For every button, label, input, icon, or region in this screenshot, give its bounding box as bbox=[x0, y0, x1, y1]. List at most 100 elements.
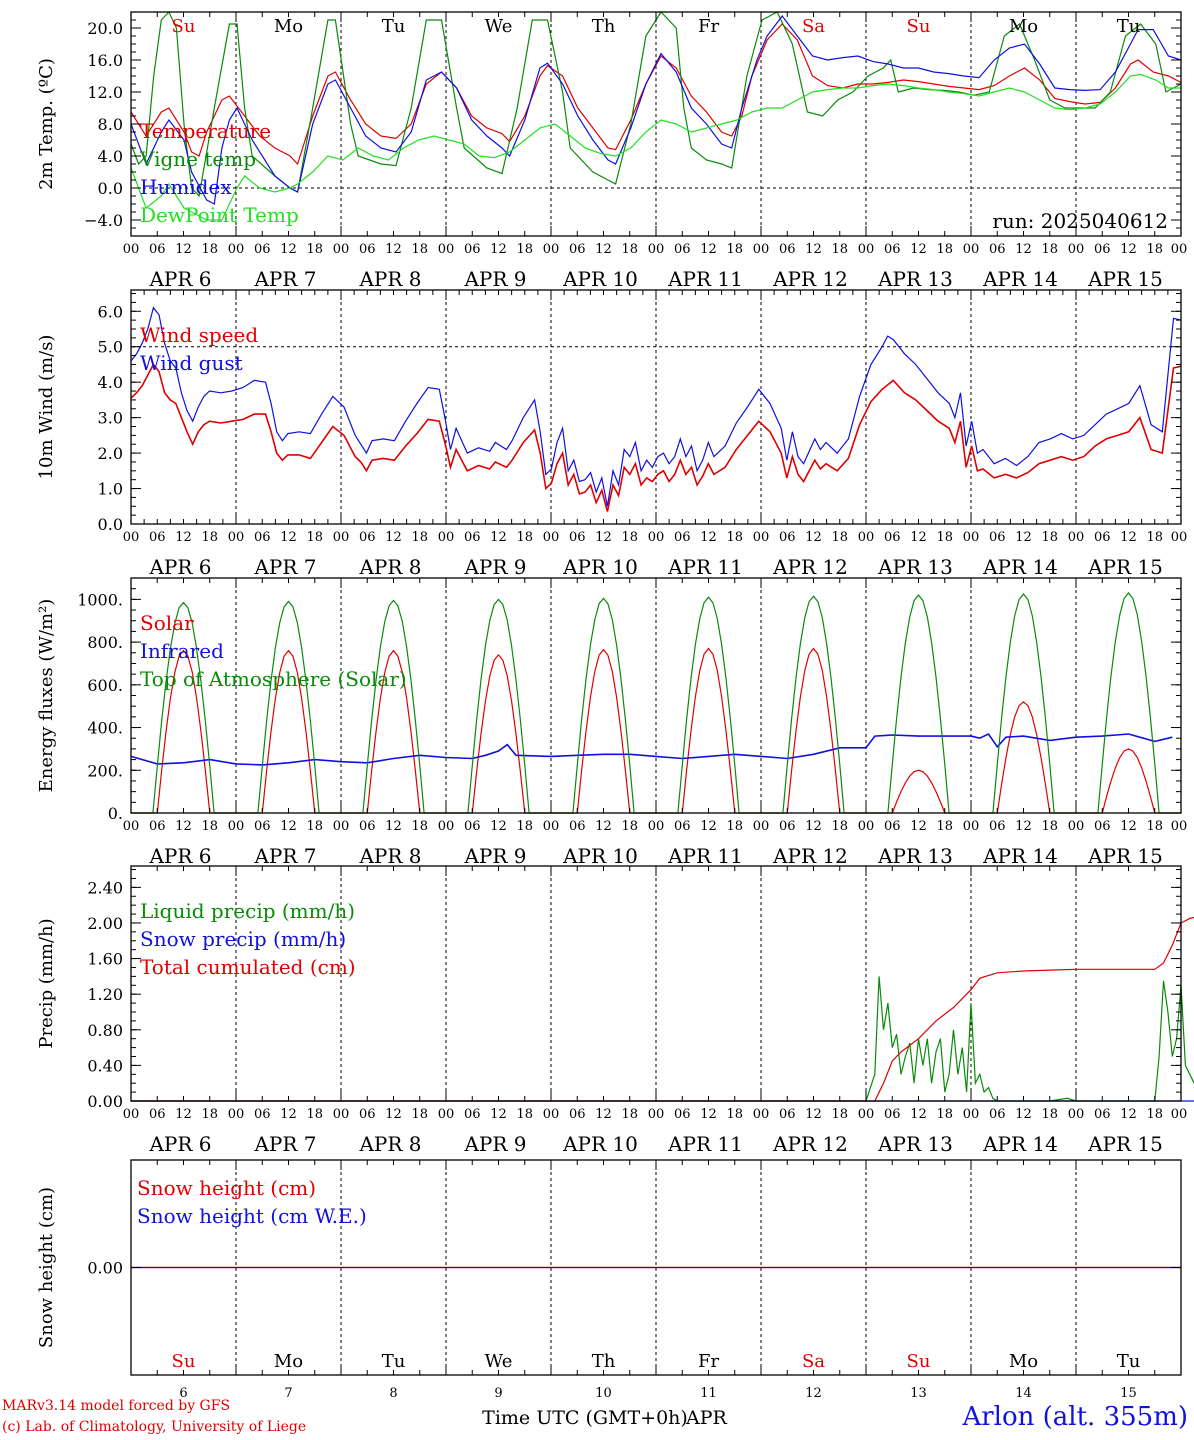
hour-tick-label: 00 bbox=[333, 530, 350, 545]
hour-tick-label: 18 bbox=[1146, 530, 1163, 545]
hour-tick-label: 00 bbox=[963, 819, 980, 834]
hour-tick-label: 00 bbox=[333, 819, 350, 834]
weekday-label: Fr bbox=[698, 16, 719, 37]
hour-tick-label: 12 bbox=[385, 530, 402, 545]
hour-tick-label: 18 bbox=[411, 1107, 428, 1122]
hour-tick-label: 12 bbox=[805, 1107, 822, 1122]
weekday-label: Tu bbox=[382, 16, 406, 37]
y-axis-label: Snow height (cm) bbox=[36, 1187, 57, 1348]
y-tick-label: 2.00 bbox=[87, 914, 123, 933]
x-axis-month-label: APR bbox=[685, 1407, 728, 1429]
hour-tick-label: 00 bbox=[228, 819, 245, 834]
date-label: APR 15 bbox=[1087, 555, 1163, 579]
hour-tick-label: 06 bbox=[1094, 530, 1111, 545]
date-label: APR 13 bbox=[877, 267, 953, 291]
hour-tick-label: 18 bbox=[516, 242, 533, 257]
hour-tick-label: 06 bbox=[569, 530, 586, 545]
hour-tick-label: 06 bbox=[884, 530, 901, 545]
series-line-vigne-temp bbox=[130, 10, 1182, 198]
hour-tick-label: 12 bbox=[175, 1107, 192, 1122]
weekday-label: Th bbox=[592, 16, 616, 37]
y-tick-label: 0.0 bbox=[98, 515, 123, 534]
y-tick-label: 12.0 bbox=[87, 83, 123, 102]
hour-tick-label: 00 bbox=[753, 530, 770, 545]
hour-tick-label: 00 bbox=[1171, 530, 1188, 545]
y-axis-label: Precip (mm/h) bbox=[36, 918, 57, 1048]
legend-entry: Top of Atmosphere (Solar) bbox=[140, 667, 407, 691]
hour-tick-label: 00 bbox=[228, 530, 245, 545]
day-number-label: 10 bbox=[595, 1386, 612, 1401]
hour-tick-label: 06 bbox=[569, 819, 586, 834]
hour-tick-label: 06 bbox=[149, 819, 166, 834]
date-label: APR 13 bbox=[877, 1132, 953, 1156]
y-tick-label: 20.0 bbox=[87, 19, 123, 38]
hour-tick-label: 18 bbox=[726, 530, 743, 545]
hour-tick-label: 18 bbox=[831, 1107, 848, 1122]
hour-tick-label: 06 bbox=[674, 242, 691, 257]
hour-tick-label: 18 bbox=[516, 1107, 533, 1122]
legend-entry: Wind gust bbox=[140, 351, 243, 375]
y-tick-label: 1000. bbox=[77, 590, 123, 609]
hour-tick-label: 00 bbox=[333, 1107, 350, 1122]
hour-tick-label: 12 bbox=[805, 242, 822, 257]
hour-tick-label: 12 bbox=[280, 819, 297, 834]
hour-tick-label: 06 bbox=[674, 530, 691, 545]
legend-entry: Solar bbox=[140, 611, 194, 635]
hour-tick-label: 18 bbox=[831, 530, 848, 545]
weekday-label: Tu bbox=[1117, 16, 1141, 37]
hour-tick-label: 12 bbox=[910, 1107, 927, 1122]
y-axis-label: Energy fluxes (W/m²) bbox=[36, 599, 57, 793]
hour-tick-label: 00 bbox=[123, 530, 140, 545]
date-label: APR 12 bbox=[772, 267, 848, 291]
hour-tick-label: 18 bbox=[621, 530, 638, 545]
hour-tick-label: 18 bbox=[1041, 1107, 1058, 1122]
y-tick-label: 1.0 bbox=[98, 480, 123, 499]
hour-tick-label: 12 bbox=[910, 242, 927, 257]
hour-tick-label: 00 bbox=[753, 242, 770, 257]
hour-tick-label: 06 bbox=[779, 819, 796, 834]
hour-tick-label: 06 bbox=[1094, 1107, 1111, 1122]
hour-tick-label: 18 bbox=[936, 242, 953, 257]
hour-tick-label: 18 bbox=[201, 530, 218, 545]
hour-tick-label: 00 bbox=[963, 1107, 980, 1122]
hour-tick-label: 12 bbox=[700, 242, 717, 257]
y-tick-label: 1.20 bbox=[87, 985, 123, 1004]
hour-tick-label: 18 bbox=[201, 1107, 218, 1122]
date-label: APR 8 bbox=[358, 1132, 421, 1156]
legend-entry: Snow precip (mm/h) bbox=[140, 927, 346, 951]
series-line-total-cumulated-cm- bbox=[131, 916, 1194, 1102]
hour-tick-label: 18 bbox=[411, 819, 428, 834]
hour-tick-label: 00 bbox=[543, 242, 560, 257]
hour-tick-label: 12 bbox=[385, 1107, 402, 1122]
series-line-temperature bbox=[130, 23, 1182, 166]
legend-entry: Snow height (cm) bbox=[137, 1176, 316, 1200]
date-label: APR 12 bbox=[772, 844, 848, 868]
date-label: APR 7 bbox=[253, 267, 316, 291]
hour-tick-label: 00 bbox=[753, 1107, 770, 1122]
hour-tick-label: 00 bbox=[1171, 819, 1188, 834]
weekday-label: Su bbox=[907, 1351, 931, 1372]
y-tick-label: 200. bbox=[87, 761, 123, 780]
hour-tick-label: 18 bbox=[1146, 1107, 1163, 1122]
hour-tick-label: 00 bbox=[858, 819, 875, 834]
date-label: APR 11 bbox=[667, 267, 743, 291]
hour-tick-label: 06 bbox=[989, 1107, 1006, 1122]
hour-tick-label: 06 bbox=[569, 1107, 586, 1122]
hour-tick-label: 06 bbox=[779, 242, 796, 257]
date-label: APR 15 bbox=[1087, 267, 1163, 291]
hour-tick-label: 18 bbox=[621, 1107, 638, 1122]
hour-tick-label: 00 bbox=[1068, 242, 1085, 257]
date-label: APR 12 bbox=[772, 1132, 848, 1156]
series-line-wind-speed bbox=[130, 363, 1182, 512]
hour-tick-label: 06 bbox=[149, 1107, 166, 1122]
legend-entry: Infrared bbox=[140, 639, 224, 663]
date-label: APR 10 bbox=[562, 555, 638, 579]
hour-tick-label: 06 bbox=[989, 819, 1006, 834]
date-label: APR 10 bbox=[562, 267, 638, 291]
hour-tick-label: 12 bbox=[595, 819, 612, 834]
weekday-label: Su bbox=[172, 16, 196, 37]
date-label: APR 11 bbox=[667, 555, 743, 579]
weekday-label: Mo bbox=[274, 16, 303, 37]
hour-tick-label: 12 bbox=[1120, 530, 1137, 545]
date-label: APR 8 bbox=[358, 555, 421, 579]
